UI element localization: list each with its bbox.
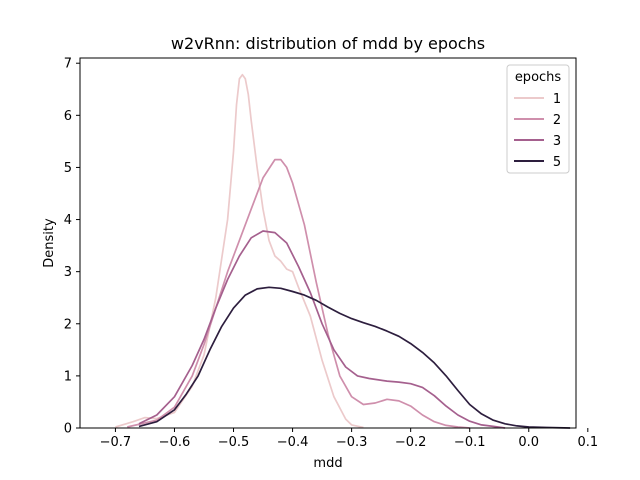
- legend-label-5: 5: [553, 155, 561, 170]
- x-tick-label: −0.5: [218, 435, 250, 450]
- chart-title: w2vRnn: distribution of mdd by epochs: [171, 34, 485, 53]
- y-tick-label: 2: [64, 317, 72, 332]
- legend-title: epochs: [515, 70, 562, 85]
- x-tick-label: −0.7: [100, 435, 132, 450]
- legend: epochs 1 2 3 5: [506, 64, 570, 174]
- y-axis-label: Density: [42, 218, 57, 268]
- legend-label-1: 1: [553, 92, 561, 107]
- plot-frame: [79, 57, 577, 429]
- y-tick-label: 1: [64, 369, 72, 384]
- y-tick-label: 7: [64, 57, 72, 72]
- x-tick-label: 0.1: [577, 435, 598, 450]
- x-tick-label: −0.4: [277, 435, 309, 450]
- x-axis-ticks: −0.7 −0.6 −0.5 −0.4 −0.3 −0.2 −0.1 0.0 0.1: [100, 428, 598, 450]
- y-tick-label: 4: [64, 213, 72, 228]
- y-tick-label: 6: [64, 109, 72, 124]
- series-line-3: [138, 230, 506, 429]
- y-tick-label: 5: [64, 161, 72, 176]
- x-tick-label: −0.1: [454, 435, 486, 450]
- series-lines: [115, 73, 571, 429]
- x-tick-label: −0.6: [159, 435, 191, 450]
- x-tick-label: −0.2: [395, 435, 427, 450]
- y-tick-label: 3: [64, 265, 72, 280]
- y-axis-ticks: 0 1 2 3 4 5 6 7: [64, 57, 80, 437]
- series-line-5: [138, 286, 571, 429]
- legend-label-2: 2: [553, 113, 561, 128]
- x-tick-label: 0.0: [518, 435, 539, 450]
- legend-items: 1 2 3 5: [514, 92, 561, 170]
- plot-area: [80, 58, 576, 428]
- x-axis-label: mdd: [313, 456, 342, 471]
- legend-label-3: 3: [553, 134, 561, 149]
- y-tick-label: 0: [64, 422, 72, 437]
- x-tick-label: −0.3: [336, 435, 368, 450]
